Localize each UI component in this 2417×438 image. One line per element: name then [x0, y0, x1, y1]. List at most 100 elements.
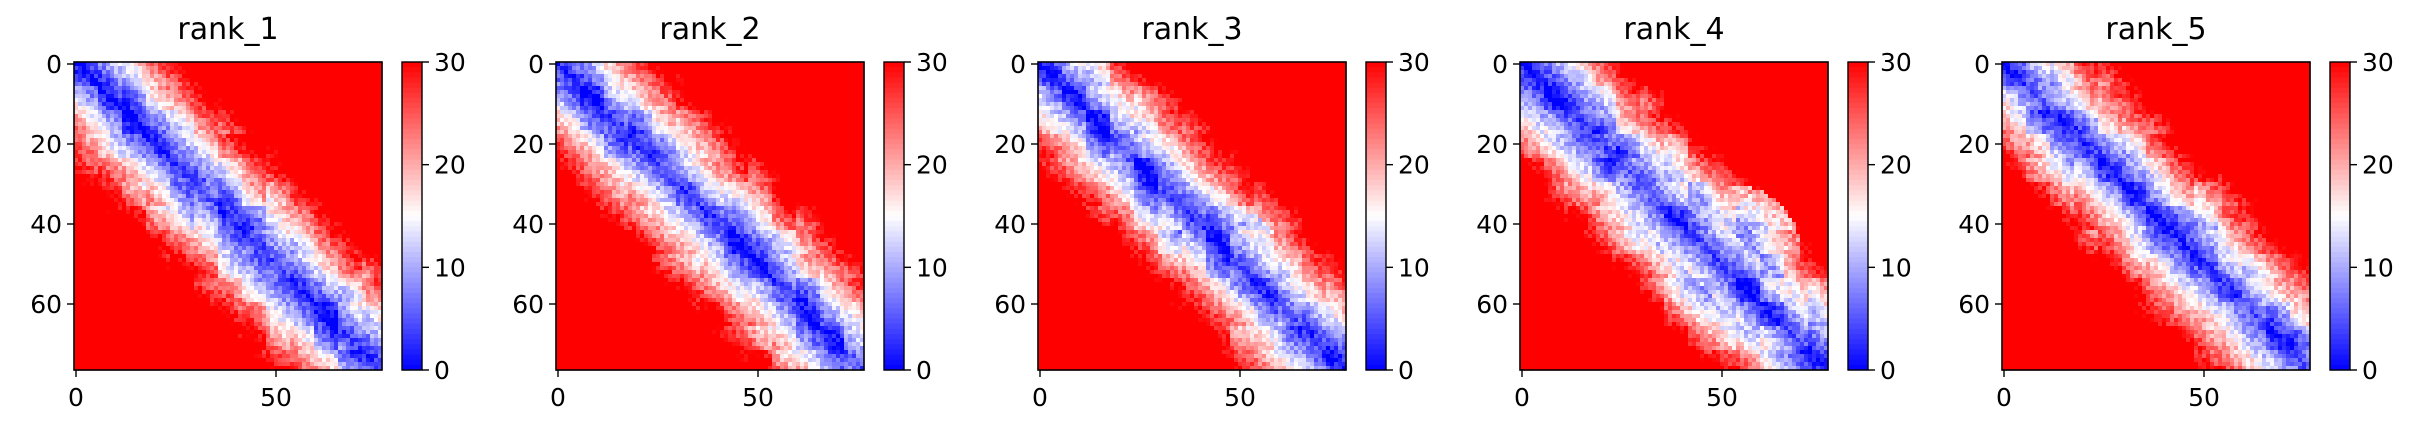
heatmap-cell — [122, 278, 127, 283]
heatmap-cell — [274, 146, 279, 151]
heatmap-cell — [238, 130, 243, 135]
heatmap-cell — [282, 266, 287, 271]
heatmap-cell — [106, 254, 111, 259]
heatmap-cell — [202, 282, 207, 287]
heatmap-cell — [162, 166, 167, 171]
heatmap-cell — [306, 286, 311, 291]
heatmap-cell — [366, 214, 371, 219]
heatmap-cell — [206, 74, 211, 79]
heatmap-cell — [158, 246, 163, 251]
heatmap-cell — [114, 170, 119, 175]
heatmap-cell — [234, 190, 239, 195]
heatmap-cell — [230, 262, 235, 267]
heatmap-cell — [94, 230, 99, 235]
heatmap-cell — [86, 222, 91, 227]
heatmap-cell — [274, 234, 279, 239]
heatmap-cell — [238, 314, 243, 319]
heatmap-cell — [294, 262, 299, 267]
heatmap-cell — [238, 262, 243, 267]
heatmap-cell — [374, 170, 379, 175]
heatmap-cell — [178, 62, 183, 67]
heatmap-cell — [174, 146, 179, 151]
heatmap-cell — [334, 62, 339, 67]
heatmap-cell — [174, 122, 179, 127]
heatmap-cell — [214, 146, 219, 151]
heatmap-cell — [182, 222, 187, 227]
heatmap-cell — [278, 126, 283, 131]
heatmap-cell — [358, 174, 363, 179]
heatmap-cell — [86, 226, 91, 231]
heatmap-cell — [238, 82, 243, 87]
heatmap-cell — [334, 202, 339, 207]
heatmap-cell — [74, 298, 79, 303]
heatmap-cell — [338, 110, 343, 115]
heatmap-cell — [82, 150, 87, 155]
heatmap-cell — [150, 182, 155, 187]
heatmap-cell — [366, 106, 371, 111]
heatmap-cell — [154, 294, 159, 299]
heatmap-cell — [182, 306, 187, 311]
heatmap-cell — [178, 90, 183, 95]
heatmap-cell — [282, 170, 287, 175]
heatmap-cell — [338, 278, 343, 283]
heatmap-cell — [130, 82, 135, 87]
heatmap-cell — [158, 234, 163, 239]
heatmap-cell — [234, 74, 239, 79]
heatmap-cell — [298, 62, 303, 67]
heatmap-cell — [154, 234, 159, 239]
heatmap-cell — [166, 286, 171, 291]
heatmap-cell — [82, 226, 87, 231]
heatmap-cell — [114, 66, 119, 71]
heatmap-cell — [210, 114, 215, 119]
heatmap-cell — [282, 258, 287, 263]
heatmap-cell — [142, 134, 147, 139]
heatmap-cell — [342, 206, 347, 211]
heatmap-cell — [226, 282, 231, 287]
heatmap-cell — [278, 214, 283, 219]
heatmap-cell — [314, 70, 319, 75]
heatmap-cell — [194, 286, 199, 291]
heatmap-cell — [230, 170, 235, 175]
heatmap-cell — [142, 138, 147, 143]
heatmap-cell — [282, 298, 287, 303]
heatmap-cell — [378, 118, 383, 123]
heatmap-cell — [78, 146, 83, 151]
heatmap-cell — [146, 114, 151, 119]
heatmap-cell — [330, 218, 335, 223]
heatmap-cell — [354, 302, 359, 307]
heatmap-cell — [214, 298, 219, 303]
heatmap-cell — [298, 214, 303, 219]
heatmap-cell — [190, 82, 195, 87]
heatmap-cell — [326, 122, 331, 127]
heatmap-cell — [258, 98, 263, 103]
heatmap-cell — [330, 90, 335, 95]
heatmap-cell — [202, 190, 207, 195]
heatmap-cell — [234, 78, 239, 83]
heatmap-cell — [198, 170, 203, 175]
heatmap-cell — [130, 118, 135, 123]
heatmap-cell — [362, 182, 367, 187]
heatmap-cell — [330, 282, 335, 287]
heatmap-cell — [210, 126, 215, 131]
heatmap-cell — [274, 238, 279, 243]
heatmap-cell — [362, 234, 367, 239]
heatmap-cell — [206, 166, 211, 171]
heatmap-cell — [210, 66, 215, 71]
heatmap-cell — [326, 310, 331, 315]
heatmap-cell — [298, 270, 303, 275]
heatmap-cell — [362, 214, 367, 219]
heatmap-cell — [186, 138, 191, 143]
heatmap-cell — [234, 166, 239, 171]
heatmap-cell — [310, 294, 315, 299]
heatmap-cell — [262, 278, 267, 283]
heatmap-cell — [146, 238, 151, 243]
heatmap-cell — [138, 278, 143, 283]
heatmap-cell — [206, 246, 211, 251]
heatmap-cell — [230, 298, 235, 303]
heatmap-cell — [90, 138, 95, 143]
heatmap-cell — [170, 98, 175, 103]
heatmap-cell — [258, 182, 263, 187]
heatmap-cell — [358, 106, 363, 111]
heatmap-cell — [274, 90, 279, 95]
heatmap-cell — [286, 206, 291, 211]
